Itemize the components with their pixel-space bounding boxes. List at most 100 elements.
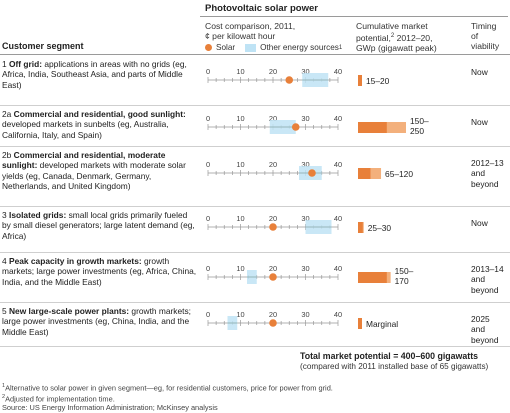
cost-title: Cost comparison, 2011, ¢ per kilowatt ho… [205,21,295,41]
market-label: 25–30 [367,223,392,233]
timing-value: Now [471,67,488,77]
segment-description: small local grids primarily fueled by sm… [2,210,195,241]
market-label: 65–120 [385,169,413,179]
segment-text: 1 Off grid: applications in areas with n… [2,59,198,90]
market-bar-low [358,75,362,86]
axis-tick-label: 30 [301,67,309,76]
footnotes: 1Alternative to solar power in given seg… [2,382,507,413]
segment-title: Commercial and residential, good sunligh… [13,109,186,119]
row-separator [0,146,510,147]
axis-tick-label: 10 [236,160,244,169]
axis-tick-label: 20 [269,264,277,273]
row-separator [0,346,510,347]
axis-tick-label: 10 [236,310,244,319]
axis-tick-label: 0 [206,114,210,123]
segment-number: 1 [2,59,7,69]
solar-dot [269,223,277,231]
segment-number: 2a [2,109,12,119]
market-label: Marginal [366,319,399,329]
axis-tick-label: 40 [334,160,342,169]
axis-tick-label: 20 [269,214,277,223]
axis-tick-label: 40 [334,214,342,223]
footnote-1: 1Alternative to solar power in given seg… [2,383,333,393]
axis-tick-label: 20 [269,114,277,123]
segment-description: developed markets with moderate solar yi… [2,160,186,192]
solar-dot [269,319,277,327]
timing-value: 2025 and beyond [471,314,499,345]
axis-tick-label: 30 [301,264,309,273]
axis-tick-label: 0 [206,214,210,223]
segment-title: Peak capacity in growth markets: [9,256,142,266]
market-bar-low [358,318,362,329]
solar-dot [285,76,294,84]
segment-text: 5 New large-scale power plants: growth m… [2,306,198,337]
footnote-2: 2Adjusted for implementation time. [2,393,115,404]
timing-value: Now [471,117,488,127]
axis-tick-label: 30 [301,214,309,223]
legend-other-label: Other energy sources [260,43,339,52]
row-separator [0,252,510,253]
cost-title-line2: ¢ per kilowatt hour [205,31,276,41]
segment-text: 3 Isolated grids: small local grids prim… [2,210,198,241]
segment-text: 2b Commercial and residential, moderate … [2,150,198,192]
legend-solar-label: Solar [216,43,236,52]
cost-title-line1: Cost comparison, 2011, [205,21,296,31]
column-header-rule [0,54,510,55]
solar-dot [269,273,277,281]
timing-title: Timing of viability [471,21,500,51]
market-label: 150– 250 [410,116,429,136]
segment-text: 4 Peak capacity in growth markets: growt… [2,256,198,287]
legend-other-swatch [245,43,257,52]
segment-description: growth markets; large power investments … [2,306,191,337]
segment-title: Commercial and residential, moderate sun… [2,150,166,171]
market-bar-low [358,272,387,283]
timing-value: 2012–13 and beyond [471,158,504,189]
axis-tick-label: 40 [334,310,342,319]
row-separator [0,105,510,106]
axis-tick-label: 40 [334,114,342,123]
timing-value: Now [471,218,488,228]
axis-tick-label: 20 [269,160,277,169]
segment-title: New large-scale power plants: [9,306,130,316]
legend: Solar Other energy sources 1 [205,42,342,53]
footnote-source: Source: US Energy Information Administra… [2,403,218,413]
segment-number: 4 [2,256,7,266]
legend-solar-swatch [205,44,212,51]
axis-tick-label: 10 [236,264,244,273]
legend-other-sup: 1 [338,44,343,51]
timing-value: 2013–14 and beyond [471,264,504,295]
segment-title: Isolated grids: [9,210,67,220]
market-bar-low [358,168,371,179]
header-rule [200,16,508,17]
axis-tick-label: 10 [236,214,244,223]
segment-text: 2a Commercial and residential, good sunl… [2,109,198,140]
market-title: Cumulative market potential,2 2012–20, G… [356,21,437,53]
solar-dot [308,169,316,177]
market-title-line2: potential,2 2012–20, [356,32,433,43]
axis-tick-label: 0 [206,160,210,169]
axis-tick-label: 40 [334,264,342,273]
market-bar-low [358,222,363,233]
axis-tick-label: 0 [206,310,210,319]
axis-tick-label: 10 [236,114,244,123]
axis-tick-label: 20 [269,310,277,319]
segment-description: growth markets; large power investments … [2,256,197,287]
segment-number: 5 [2,306,7,316]
market-label: 15–20 [366,76,390,86]
segment-description: applications in areas with no grids (eg,… [2,59,187,90]
total-market-comparison: (compared with 2011 installed base of 65… [300,362,489,371]
market-title-line3: GWp (gigawatt peak) [356,42,437,53]
segment-number: 3 [2,210,7,220]
market-title-line1: Cumulative market [356,21,428,31]
axis-tick-label: 30 [301,160,309,169]
segment-title: Off grid: [9,59,43,69]
solar-dot [291,123,300,131]
pv-title: Photovoltaic solar power [205,3,318,14]
axis-tick-label: 0 [206,67,210,76]
segment-description: developed markets in sunbelts (eg, Austr… [2,119,169,140]
axis-tick-label: 30 [301,310,309,319]
market-bar-low [358,122,387,133]
total-market-potential: Total market potential = 400–600 gigawat… [300,351,479,361]
row-separator [0,302,510,303]
